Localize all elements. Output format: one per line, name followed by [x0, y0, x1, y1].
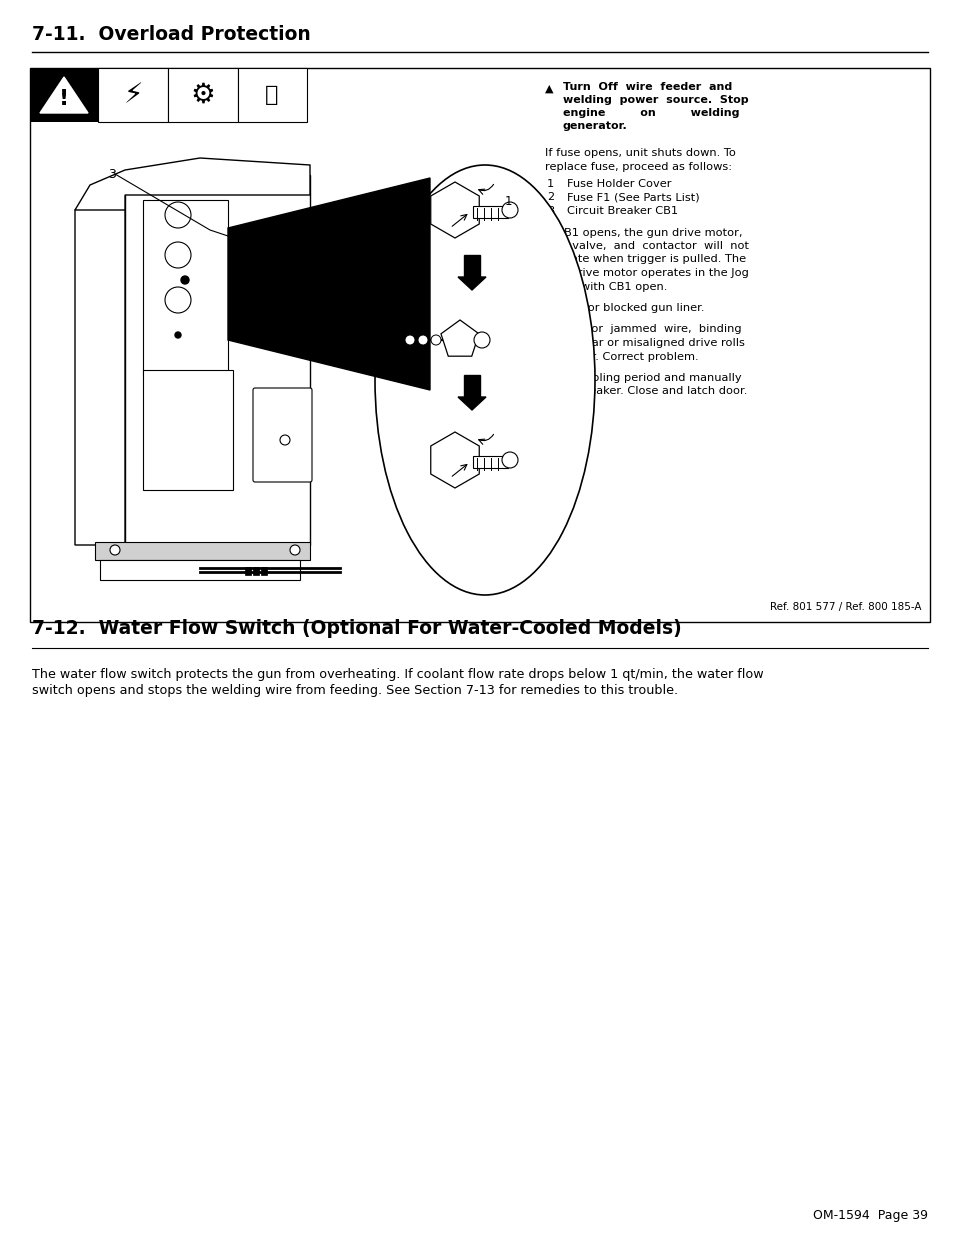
Text: gun drive motor operates in the Jog: gun drive motor operates in the Jog [544, 268, 748, 278]
Polygon shape [463, 375, 479, 396]
Bar [473, 456, 507, 468]
Text: Allow cooling period and manually: Allow cooling period and manually [544, 373, 740, 383]
Text: ⚡: ⚡ [123, 82, 143, 109]
Text: Fuse F1 (See Parts List): Fuse F1 (See Parts List) [566, 193, 699, 203]
FancyBboxPatch shape [143, 370, 233, 490]
Polygon shape [75, 175, 125, 545]
Polygon shape [463, 254, 479, 277]
Polygon shape [457, 277, 485, 290]
Text: drive gear or misaligned drive rolls: drive gear or misaligned drive rolls [544, 338, 744, 348]
Text: OM-1594  Page 39: OM-1594 Page 39 [812, 1209, 927, 1221]
Polygon shape [440, 320, 478, 356]
Bar [30, 68, 929, 622]
Bar [237, 68, 307, 122]
Bar [95, 542, 310, 559]
Polygon shape [40, 77, 88, 112]
Text: !: ! [59, 89, 69, 109]
Circle shape [165, 287, 191, 312]
Ellipse shape [375, 165, 595, 595]
FancyBboxPatch shape [253, 388, 312, 482]
Bar [245, 567, 251, 576]
Bar [143, 200, 228, 375]
Text: switch opens and stops the welding wire from feeding. See Section 7-13 for remed: switch opens and stops the welding wire … [32, 684, 678, 697]
Text: generator.: generator. [562, 121, 627, 131]
Text: reset breaker. Close and latch door.: reset breaker. Close and latch door. [544, 387, 746, 396]
Bar [261, 567, 267, 576]
Text: engine         on         welding: engine on welding [562, 107, 739, 119]
Text: 3: 3 [546, 206, 554, 216]
Text: Turn  Off  wire  feeder  and: Turn Off wire feeder and [562, 82, 732, 91]
Text: If fuse opens, unit shuts down. To: If fuse opens, unit shuts down. To [544, 148, 735, 158]
Bar [30, 68, 98, 122]
Bar [168, 68, 237, 122]
Bar [98, 68, 168, 122]
Circle shape [165, 242, 191, 268]
Circle shape [174, 332, 181, 338]
Circle shape [474, 332, 490, 348]
Text: If CB1 opens, the gun drive motor,: If CB1 opens, the gun drive motor, [544, 227, 741, 237]
Circle shape [501, 203, 517, 219]
Text: Fuse Holder Cover: Fuse Holder Cover [566, 179, 671, 189]
Text: welding  power  source.  Stop: welding power source. Stop [562, 95, 748, 105]
Text: gas  valve,  and  contactor  will  not: gas valve, and contactor will not [544, 241, 748, 251]
Polygon shape [431, 182, 478, 238]
Text: 3: 3 [108, 168, 115, 182]
Circle shape [431, 335, 440, 345]
Text: 7-11.  Overload Protection: 7-11. Overload Protection [32, 25, 311, 44]
Text: The water flow switch protects the gun from overheating. If coolant flow rate dr: The water flow switch protects the gun f… [32, 668, 762, 680]
FancyBboxPatch shape [125, 175, 310, 545]
Text: Check  for  jammed  wire,  binding: Check for jammed wire, binding [544, 325, 740, 335]
Polygon shape [75, 158, 310, 210]
Text: replace fuse, proceed as follows:: replace fuse, proceed as follows: [544, 162, 731, 172]
Text: 2: 2 [546, 193, 554, 203]
FancyBboxPatch shape [100, 559, 299, 580]
Text: Circuit Breaker CB1: Circuit Breaker CB1 [566, 206, 678, 216]
Circle shape [501, 452, 517, 468]
Bar [473, 206, 507, 219]
Polygon shape [431, 432, 478, 488]
Circle shape [110, 545, 120, 555]
Bar [253, 567, 258, 576]
Text: Check for blocked gun liner.: Check for blocked gun liner. [544, 303, 703, 312]
Text: 1: 1 [504, 195, 512, 207]
Text: operate when trigger is pulled. The: operate when trigger is pulled. The [544, 254, 745, 264]
Text: 1: 1 [546, 179, 554, 189]
Polygon shape [228, 178, 430, 390]
Text: ▲: ▲ [544, 84, 553, 94]
Text: 2: 2 [388, 325, 395, 338]
Text: ⚙: ⚙ [191, 82, 215, 109]
Circle shape [417, 335, 428, 345]
Text: Ref. 801 577 / Ref. 800 185-A: Ref. 801 577 / Ref. 800 185-A [770, 601, 921, 613]
Circle shape [181, 275, 189, 284]
Circle shape [165, 203, 191, 228]
Text: 7-12.  Water Flow Switch (Optional For Water-Cooled Models): 7-12. Water Flow Switch (Optional For Wa… [32, 619, 681, 638]
Circle shape [290, 545, 299, 555]
Text: 🐦: 🐦 [265, 85, 278, 105]
Text: mode with CB1 open.: mode with CB1 open. [544, 282, 667, 291]
Circle shape [405, 335, 415, 345]
Circle shape [280, 435, 290, 445]
Text: in feeder. Correct problem.: in feeder. Correct problem. [544, 352, 698, 362]
Polygon shape [457, 396, 485, 410]
